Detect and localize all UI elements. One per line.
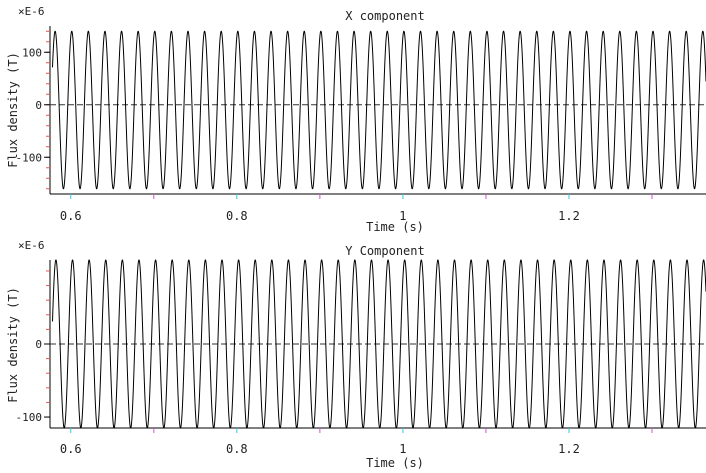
x-tick-label: 1: [399, 209, 406, 223]
multiplier-label: ×E-6: [18, 239, 45, 252]
chart-x-component: ×E-6 X component Flux density (T) Time (…: [6, 5, 706, 234]
chart-title: Y Component: [345, 244, 424, 258]
y-tick-label: 0: [35, 338, 42, 351]
x-tick-label: 0.6: [60, 209, 82, 223]
x-tick-label: 0.6: [60, 442, 82, 456]
chart-y-component: ×E-6 Y Component Flux density (T) Time (…: [6, 239, 706, 470]
y-tick-label: 0: [35, 99, 42, 112]
chart-title: X component: [345, 9, 424, 23]
x-tick-label: 0.8: [226, 442, 248, 456]
multiplier-label: ×E-6: [18, 5, 45, 18]
y-tick-label: 100: [22, 46, 42, 59]
x-tick-label: 1: [399, 442, 406, 456]
x-tick-label: 0.8: [226, 209, 248, 223]
x-tick-label: 1.2: [558, 209, 580, 223]
x-axis-label: Time (s): [366, 220, 424, 234]
y-axis-label: Flux density (T): [6, 287, 20, 403]
y-tick-label: -100: [16, 411, 43, 424]
y-axis-label: Flux density (T): [6, 52, 20, 168]
x-axis-label: Time (s): [366, 456, 424, 470]
x-tick-label: 1.2: [558, 442, 580, 456]
series-line: [51, 30, 706, 190]
y-tick-label: -100: [16, 151, 43, 164]
series-line: [51, 259, 706, 429]
